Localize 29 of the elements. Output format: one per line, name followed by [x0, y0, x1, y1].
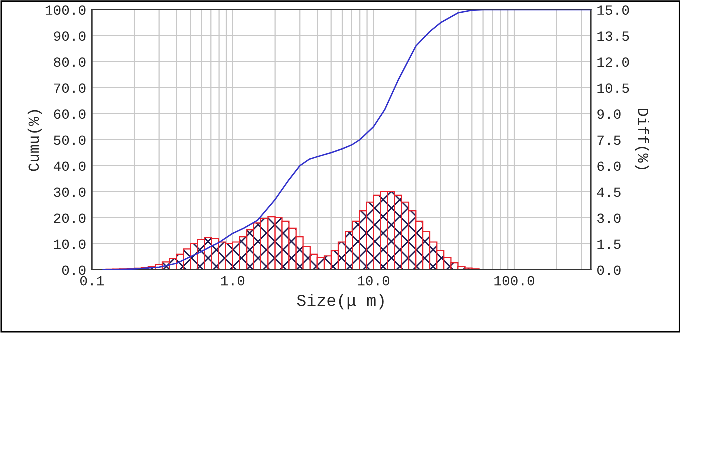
y-axis-title: Cumu(%) — [28, 110, 42, 172]
y2-tick-label: 0.0 — [598, 266, 621, 276]
y-tick-label: 70.0 — [54, 84, 86, 94]
y2-tick-label: 10.5 — [598, 84, 630, 94]
y2-tick-label: 7.5 — [598, 136, 621, 146]
y-tick-label: 0.0 — [62, 266, 86, 276]
y-tick-label: 100.0 — [46, 6, 86, 16]
x-tick-label: 1.0 — [221, 276, 245, 286]
y2-tick-label: 4.5 — [597, 188, 621, 198]
x-tick-label: 0.1 — [80, 276, 104, 286]
x-tick-label: 100.0 — [494, 276, 535, 286]
y-tick-label: 20.0 — [54, 214, 86, 224]
y-tick-label: 90.0 — [54, 32, 86, 42]
y2-tick-label: 6.0 — [598, 162, 621, 172]
y2-tick-label: 9.0 — [598, 110, 621, 120]
y-tick-label: 10.0 — [54, 240, 86, 250]
x-axis-title: Size(μ m) — [297, 294, 384, 310]
y2-tick-label: 12.0 — [598, 58, 630, 68]
y2-tick-label: 1.5 — [598, 240, 621, 250]
y-tick-label: 60.0 — [54, 110, 86, 120]
y2-axis-title: Diff(%) — [635, 109, 650, 170]
y-tick-label: 50.0 — [54, 136, 86, 146]
y2-tick-label: 13.5 — [598, 32, 630, 42]
y2-tick-label: 15.0 — [598, 6, 630, 16]
x-tick-label: 10.0 — [358, 276, 390, 286]
y-tick-label: 80.0 — [54, 58, 86, 68]
y-tick-label: 30.0 — [54, 188, 86, 198]
y-tick-label: 40.0 — [54, 162, 86, 172]
y2-tick-label: 3.0 — [598, 214, 621, 224]
